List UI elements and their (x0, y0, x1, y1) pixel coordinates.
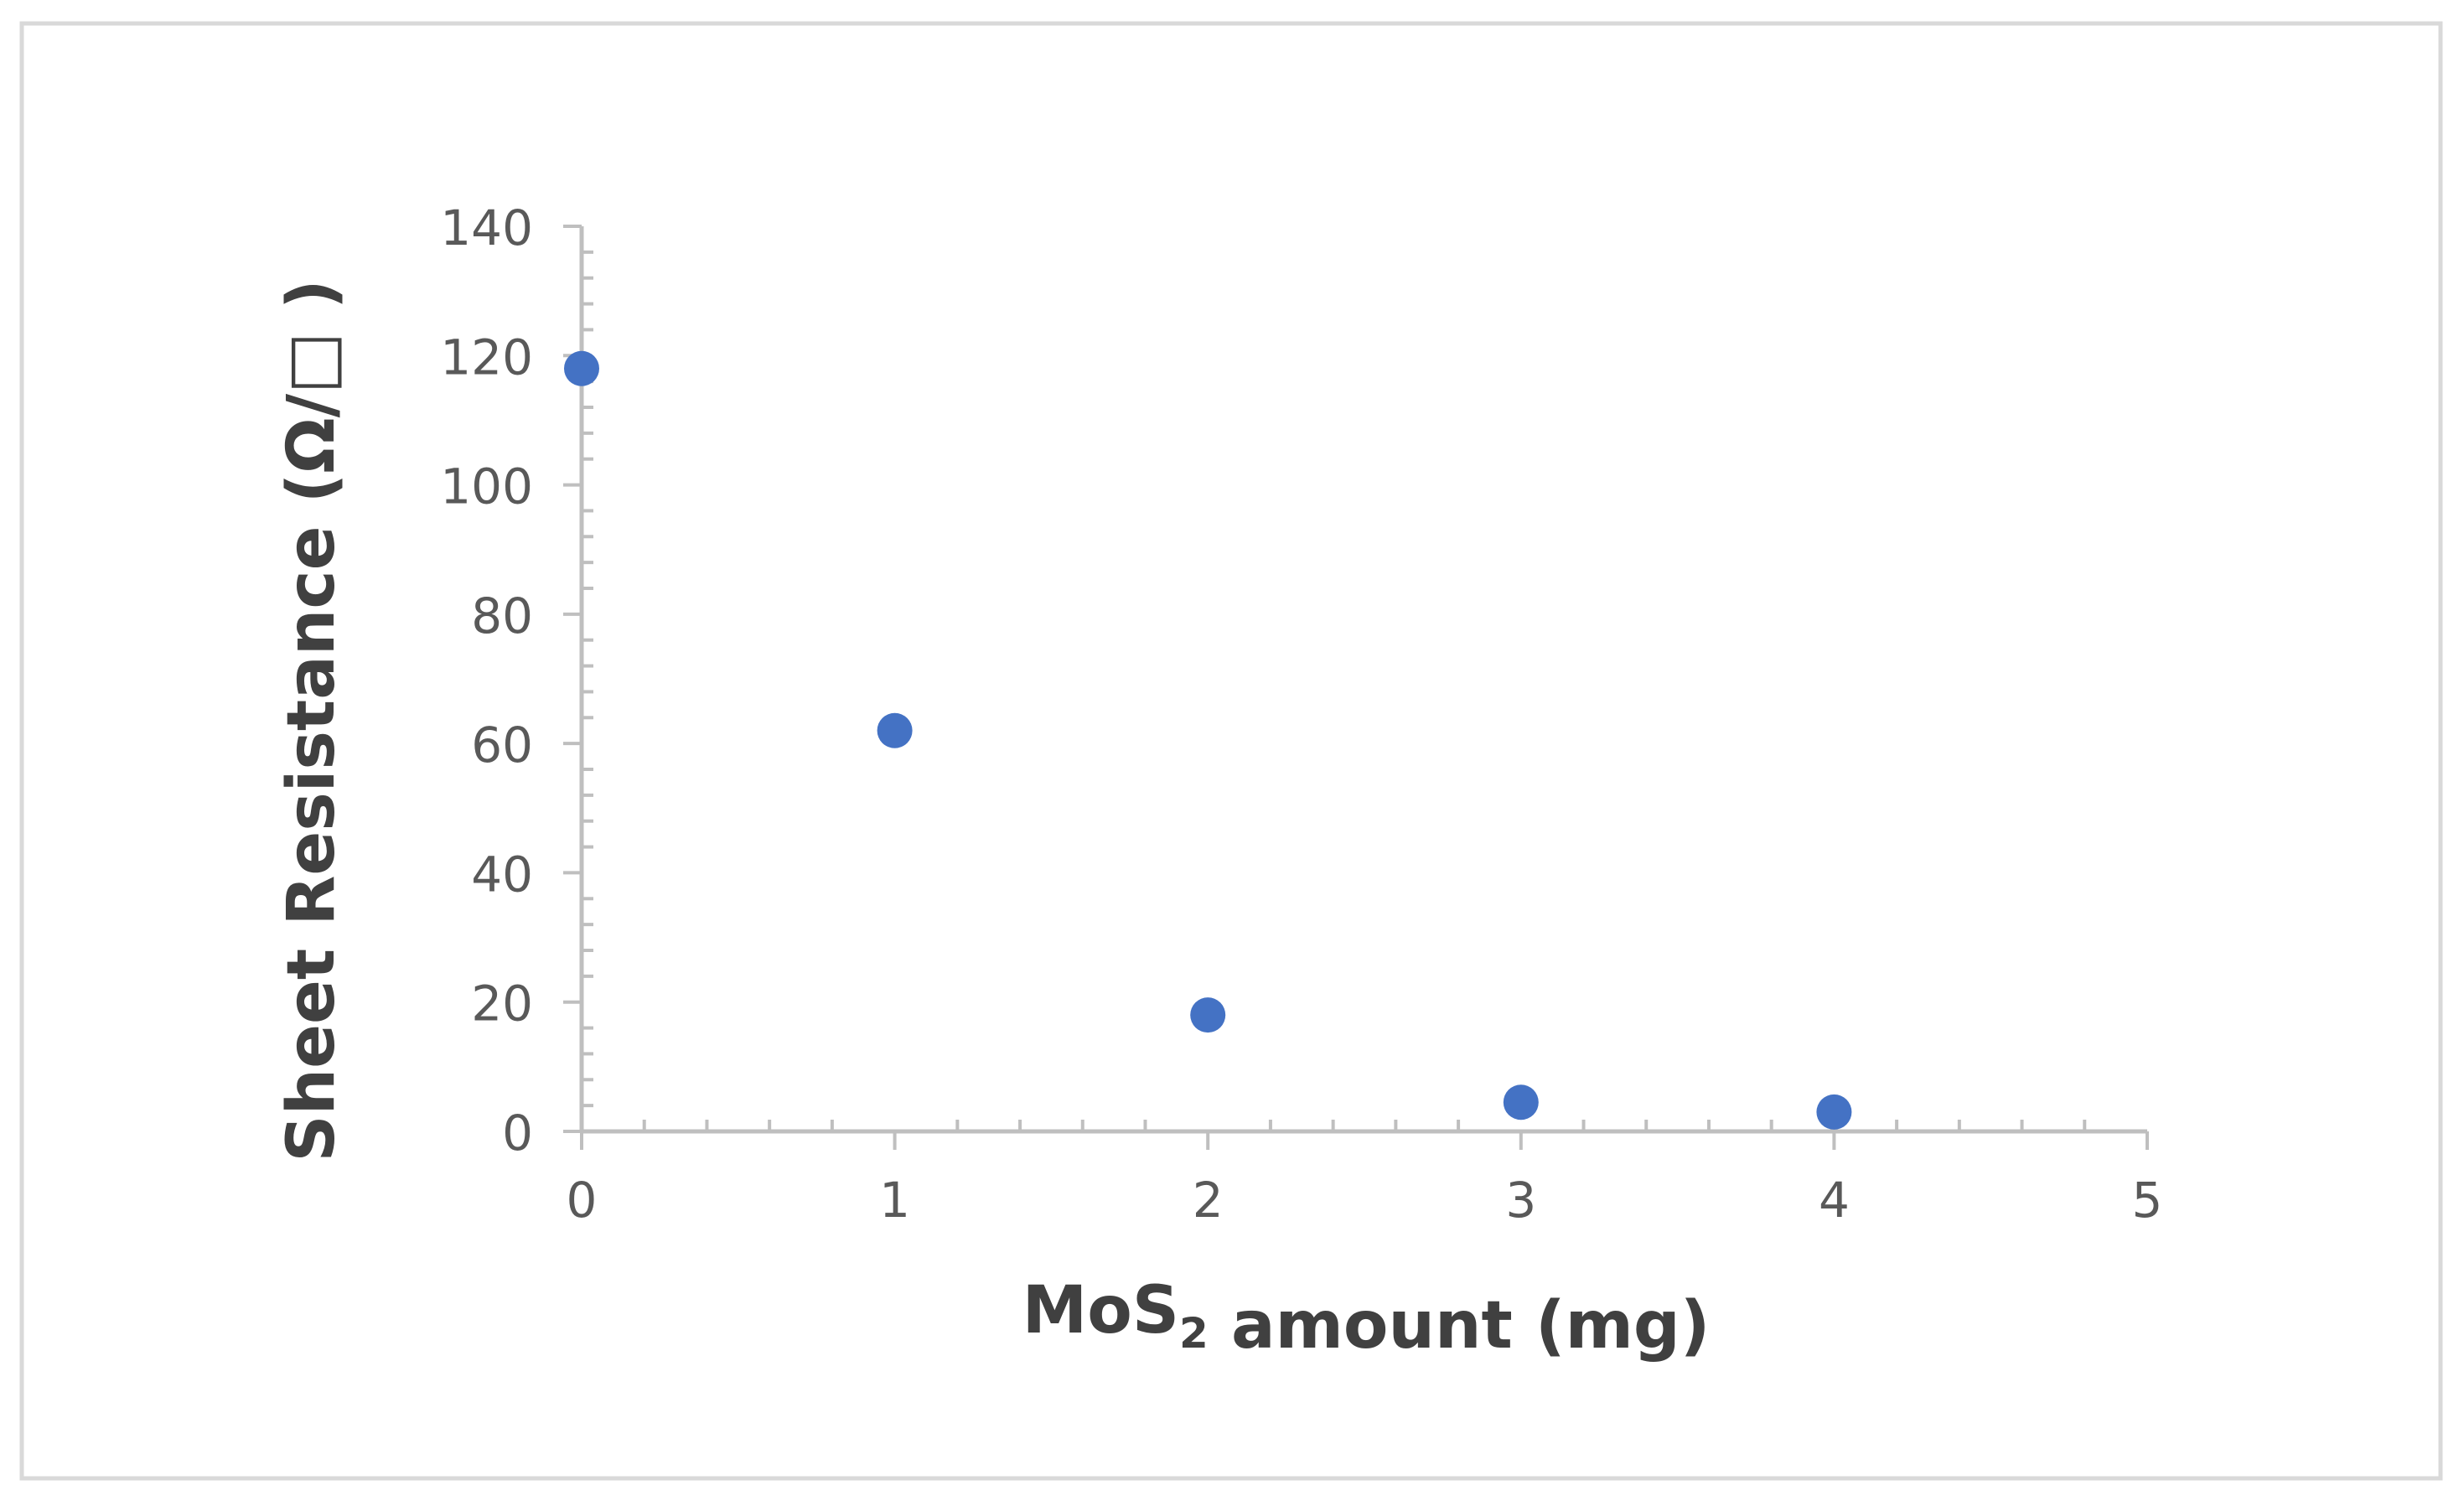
y-tick-label: 80 (471, 587, 533, 644)
x-axis-label: MoS2 amount (mg) (1022, 1273, 1711, 1364)
tick-labels: 0 20 40 60 80 100 120 140 0 1 2 3 4 5 (440, 199, 2162, 1229)
x-tick-label: 0 (567, 1172, 598, 1229)
data-point (1190, 997, 1226, 1033)
y-tick-label: 60 (471, 717, 533, 774)
data-point (564, 350, 599, 386)
x-tick-label: 3 (1505, 1172, 1536, 1229)
x-tick-label: 1 (879, 1172, 910, 1229)
y-axis-label: Sheet Resistance (Ω/□ ) (274, 279, 349, 1162)
y-tick-label: 40 (471, 846, 533, 903)
y-tick-label: 20 (471, 976, 533, 1032)
x-tick-label: 2 (1193, 1172, 1224, 1229)
x-tick-label: 4 (1819, 1172, 1850, 1229)
axes (563, 225, 2149, 1150)
y-tick-label: 0 (502, 1105, 533, 1162)
data-point (1816, 1094, 1852, 1130)
y-tick-label: 120 (440, 329, 533, 386)
chart-border (19, 21, 2443, 1481)
data-points (564, 350, 1852, 1130)
x-tick-label: 5 (2132, 1172, 2163, 1229)
y-tick-label: 100 (440, 458, 533, 515)
data-point (877, 712, 913, 748)
y-tick-label: 140 (440, 199, 533, 256)
data-point (1503, 1084, 1539, 1120)
